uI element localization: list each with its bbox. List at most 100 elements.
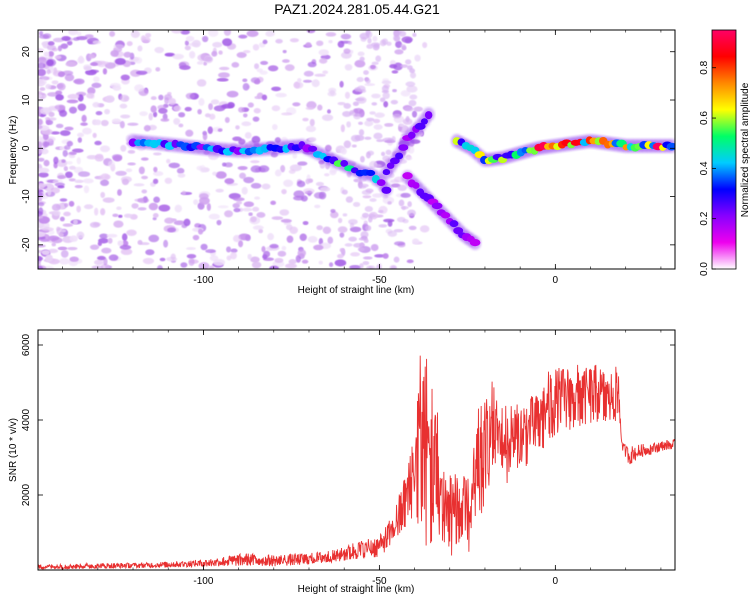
spectrogram-noise-blob bbox=[275, 92, 287, 98]
ridge-branch-up-core bbox=[407, 131, 416, 139]
spectrogram-noise-blob bbox=[100, 208, 106, 216]
spectrogram-noise-blob bbox=[367, 37, 372, 44]
spectrogram-noise-blob bbox=[368, 213, 376, 218]
spectrogram-noise-blob bbox=[188, 257, 195, 266]
spectrogram-noise-blob bbox=[145, 32, 152, 38]
spectrogram-noise-blob bbox=[38, 265, 43, 269]
spectrogram-noise-blob bbox=[308, 137, 317, 142]
spectrogram-noise-blob bbox=[361, 212, 370, 218]
spectrogram-noise-blob bbox=[383, 100, 389, 108]
spectrogram-noise-blob bbox=[354, 134, 365, 141]
y-tick-label: 6000 bbox=[21, 333, 32, 356]
spectrogram-noise-blob bbox=[250, 216, 257, 223]
spectrogram-noise-blob bbox=[198, 98, 205, 106]
spectrogram-noise-blob bbox=[269, 243, 279, 249]
spectrogram-noise-blob bbox=[350, 252, 361, 257]
spectrogram-noise-blob bbox=[241, 121, 252, 127]
spectrogram-noise-blob bbox=[372, 118, 381, 124]
spectrogram-noise-blob bbox=[120, 114, 131, 119]
spectrogram-noise-blob bbox=[340, 33, 352, 40]
spectrogram-noise-blob bbox=[366, 117, 375, 122]
spectrogram-noise-blob bbox=[397, 184, 407, 192]
spectrogram-noise-blob bbox=[271, 123, 278, 131]
spectrogram-noise-blob bbox=[68, 154, 76, 159]
spectrogram-noise-blob bbox=[347, 41, 353, 45]
y-tick-label: 10 bbox=[21, 94, 32, 106]
spectrogram-noise-blob bbox=[297, 161, 308, 166]
spectrogram-noise-blob bbox=[200, 243, 208, 251]
spectrogram-noise-blob bbox=[171, 30, 183, 34]
spectrogram-noise-blob bbox=[393, 34, 401, 42]
spectrogram-noise-blob bbox=[38, 124, 43, 130]
spectrogram-noise-blob bbox=[67, 246, 78, 251]
spectrogram-noise-blob bbox=[381, 90, 390, 94]
spectrogram-noise-blob bbox=[233, 207, 241, 213]
spectrogram-noise-blob bbox=[38, 182, 45, 191]
spectrogram-noise-blob bbox=[223, 30, 232, 36]
spectrogram-noise-blob bbox=[302, 221, 309, 226]
spectrogram-noise-blob bbox=[282, 49, 287, 54]
spectrogram-noise-blob bbox=[243, 50, 251, 54]
spectrogram-noise-blob bbox=[345, 196, 354, 203]
spectrogram-noise-blob bbox=[261, 94, 268, 101]
spectrogram-noise-blob bbox=[254, 63, 260, 70]
y-tick-label: 20 bbox=[21, 46, 32, 58]
spectrogram-noise-blob bbox=[160, 118, 170, 122]
spectrogram-noise-blob bbox=[337, 253, 344, 259]
spectrogram-noise-blob bbox=[382, 155, 390, 162]
spectrogram-noise-blob bbox=[184, 45, 191, 51]
spectrogram-noise-blob bbox=[173, 105, 182, 112]
spectrogram-noise-blob bbox=[99, 233, 109, 239]
spectrogram-noise-blob bbox=[230, 248, 238, 253]
spectrogram-noise-blob bbox=[76, 205, 81, 213]
spectrogram-noise-blob bbox=[250, 182, 262, 189]
spectrogram-noise-blob bbox=[38, 256, 43, 262]
snr-border bbox=[37, 329, 676, 571]
spectrogram-noise-blob bbox=[288, 169, 296, 174]
spectrogram-noise-blob bbox=[383, 218, 395, 223]
spectrogram-noise-blob bbox=[141, 189, 148, 194]
spectrogram-noise-blob bbox=[297, 249, 307, 257]
spectrogram-noise-blob bbox=[412, 32, 417, 38]
spectrogram-noise-blob bbox=[185, 129, 194, 137]
spectrogram-noise-blob bbox=[38, 94, 43, 98]
spectrogram-noise-blob bbox=[407, 209, 416, 217]
spectrogram-noise-blob bbox=[152, 111, 158, 118]
spectrogram-noise-blob bbox=[107, 160, 116, 168]
spectrogram-noise-blob bbox=[330, 211, 339, 219]
spectrogram-noise-blob bbox=[58, 232, 64, 237]
spectrogram-noise-blob bbox=[95, 110, 103, 116]
spectrogram-noise-blob bbox=[373, 124, 383, 130]
ridge-branch-up-core bbox=[420, 118, 428, 125]
spectrogram-noise-blob bbox=[98, 175, 104, 181]
spectrogram-noise-blob bbox=[88, 53, 96, 59]
colorbar-tick-label: 0.2 bbox=[699, 211, 710, 225]
spectrogram-noise-blob bbox=[252, 206, 260, 212]
spectrogram-noise-blob bbox=[91, 265, 104, 269]
ridge-branch-up-core bbox=[395, 152, 404, 160]
spectrogram-noise-blob bbox=[372, 35, 378, 42]
spectrogram-noise-blob bbox=[173, 117, 181, 125]
spectrogram-noise-blob bbox=[407, 145, 415, 154]
spectrogram-noise-blob bbox=[337, 101, 346, 106]
spectrogram-noise-blob bbox=[193, 199, 199, 206]
spectrogram-noise-blob bbox=[311, 79, 320, 88]
spectrogram-noise-blob bbox=[386, 41, 392, 46]
spectrogram-noise-blob bbox=[381, 85, 389, 92]
spectrogram-noise-blob bbox=[226, 246, 232, 253]
spectrogram-noise-blob bbox=[337, 40, 345, 48]
spectrogram-noise-blob bbox=[231, 62, 240, 68]
spectrogram-noise-blob bbox=[343, 48, 351, 54]
spectrogram-noise-blob bbox=[316, 225, 323, 231]
spectrogram-noise-blob bbox=[409, 68, 416, 74]
spectrogram-noise-blob bbox=[371, 61, 379, 66]
spectrogram-noise-blob bbox=[394, 49, 404, 55]
spectrogram-noise-blob bbox=[111, 118, 122, 124]
spectrogram-noise-blob bbox=[293, 190, 305, 198]
spectrogram-noise-blob bbox=[62, 149, 68, 157]
spectrogram-noise-blob bbox=[407, 201, 412, 208]
spectrogram-noise-blob bbox=[328, 262, 334, 268]
spectrogram-noise-blob bbox=[346, 121, 352, 128]
spectrogram-noise-blob bbox=[322, 70, 329, 75]
